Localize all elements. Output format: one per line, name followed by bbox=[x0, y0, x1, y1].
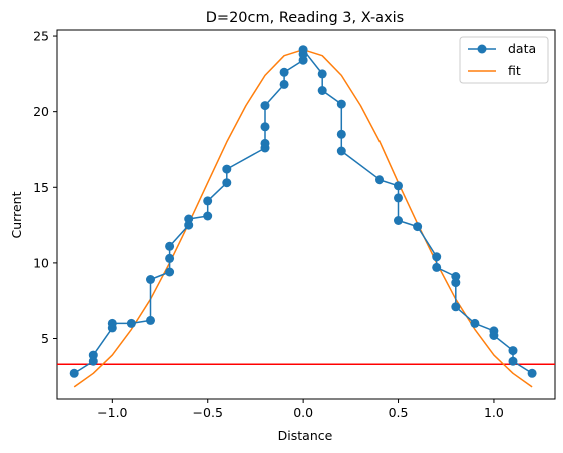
legend-data-label: data bbox=[508, 41, 536, 56]
y-tick-label: 25 bbox=[33, 29, 49, 44]
data-point bbox=[203, 196, 213, 206]
x-tick-label: 0.0 bbox=[293, 405, 313, 420]
y-axis-label: Current bbox=[9, 191, 24, 238]
data-point bbox=[451, 278, 461, 288]
data-point bbox=[489, 331, 499, 340]
data-series-layer bbox=[69, 45, 537, 378]
legend: data fit bbox=[459, 36, 549, 84]
data-point bbox=[298, 45, 308, 55]
x-tick-label: 1.0 bbox=[484, 405, 504, 420]
data-point bbox=[394, 216, 403, 225]
data-point bbox=[222, 164, 232, 174]
data-point bbox=[165, 241, 175, 251]
legend-data-marker bbox=[477, 44, 487, 54]
y-tick-label: 15 bbox=[33, 180, 49, 195]
data-point bbox=[336, 99, 346, 109]
data-point bbox=[527, 368, 537, 378]
data-point bbox=[184, 214, 194, 224]
data-point bbox=[88, 350, 98, 360]
data-point bbox=[260, 138, 270, 148]
data-point bbox=[165, 267, 175, 277]
x-tick-label: −0.5 bbox=[193, 405, 223, 420]
y-axis: 5 10 15 20 25 bbox=[33, 29, 57, 346]
data-point bbox=[279, 67, 289, 77]
x-tick-label: −1.0 bbox=[97, 405, 127, 420]
data-point bbox=[470, 318, 480, 328]
fit-series-layer bbox=[73, 48, 533, 388]
data-point bbox=[107, 318, 117, 328]
data-point bbox=[375, 175, 384, 185]
x-axis: −1.0 −0.5 0.0 0.5 1.0 bbox=[97, 399, 504, 420]
data-point bbox=[336, 129, 346, 139]
x-tick-label: 0.5 bbox=[389, 405, 409, 420]
y-tick-label: 5 bbox=[41, 331, 49, 346]
data-point bbox=[203, 211, 213, 221]
data-point bbox=[432, 262, 442, 272]
data-point bbox=[336, 146, 346, 156]
plot-area bbox=[56, 29, 556, 400]
x-axis-label: Distance bbox=[278, 428, 333, 443]
data-point bbox=[394, 193, 403, 203]
data-point bbox=[508, 356, 518, 366]
data-point bbox=[394, 181, 403, 191]
legend-fit-label: fit bbox=[508, 63, 521, 78]
data-point bbox=[317, 86, 327, 95]
data-point bbox=[222, 178, 232, 188]
data-point bbox=[146, 315, 155, 325]
y-tick-label: 20 bbox=[33, 104, 49, 119]
fit-line bbox=[73, 48, 381, 388]
data-point bbox=[126, 318, 136, 328]
data-point bbox=[413, 222, 423, 232]
data-point bbox=[165, 253, 175, 263]
chart-title: D=20cm, Reading 3, X-axis bbox=[206, 10, 404, 26]
data-point bbox=[508, 346, 518, 356]
plot-frame bbox=[56, 29, 556, 400]
data-point bbox=[451, 302, 461, 312]
data-point bbox=[279, 79, 289, 89]
data-point bbox=[260, 101, 270, 111]
data-point bbox=[317, 69, 327, 79]
data-point bbox=[69, 368, 79, 378]
y-tick-label: 10 bbox=[33, 255, 49, 270]
data-point bbox=[146, 275, 155, 284]
data-line bbox=[73, 48, 533, 374]
data-point bbox=[432, 252, 442, 262]
data-point bbox=[260, 122, 270, 132]
